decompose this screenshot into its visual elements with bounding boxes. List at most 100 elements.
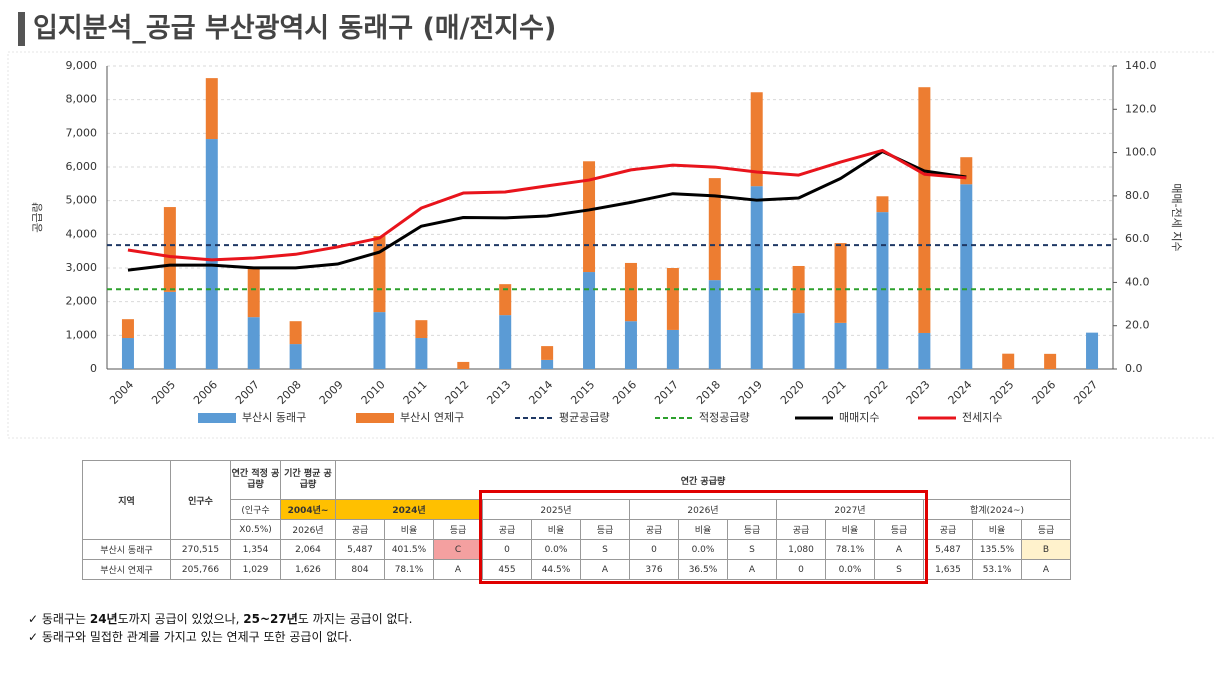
bar (1002, 353, 1015, 369)
bar (1086, 332, 1099, 369)
legend-label: 전세지수 (962, 411, 1002, 424)
bar (834, 322, 847, 369)
bar (624, 321, 637, 369)
bar (624, 262, 637, 322)
note-text: 25~27년 (243, 612, 298, 626)
x-tick-label: 2027 (1071, 378, 1100, 407)
bar (373, 312, 386, 369)
x-tick-label: 2007 (233, 378, 262, 407)
y2-tick-label: 60.0 (1125, 232, 1150, 245)
x-tick-label: 2023 (904, 378, 933, 407)
table-row: 지역 인구수 연간 적정 공급량 기간 평균 공급량 연간 공급량 (82, 460, 1071, 540)
table-cell: A (1021, 559, 1071, 580)
chart-frame (7, 51, 1216, 439)
y2-tick-label: 0.0 (1125, 362, 1143, 375)
y-tick-label: 5,000 (66, 194, 98, 207)
page-title: 입지분석_공급 부산광역시 동래구 (매/전지수) (18, 12, 556, 46)
legend-item: 적정공급량 (655, 411, 750, 424)
bar (541, 346, 554, 360)
x-tick-label: 2011 (401, 378, 430, 407)
header-cell: 기간 평균 공급량 (280, 460, 336, 500)
table-cell: 804 (335, 559, 385, 580)
note-text: 도까지 공급이 있었으나, (117, 612, 244, 626)
bar (666, 268, 679, 330)
header-cell: 등급 (433, 519, 483, 540)
legend-item: 매매지수 (795, 411, 879, 424)
table-cell: 78.1% (384, 559, 434, 580)
legend-label: 평균공급량 (559, 411, 610, 424)
header-cell: 비율 (384, 519, 434, 540)
table-cell: A (433, 559, 483, 580)
bar (792, 265, 805, 314)
y2-tick-label: 140.0 (1125, 59, 1157, 72)
table-cell: 376 (629, 559, 679, 580)
y-tick-label: 9,000 (66, 59, 98, 72)
table-cell: 53.1% (972, 559, 1022, 580)
bar (876, 212, 889, 369)
bar (499, 315, 512, 369)
x-tick-label: 2014 (526, 378, 555, 407)
bar (918, 87, 931, 333)
header-cell: 공급 (923, 519, 973, 540)
header-cell: 연간 공급량 (335, 460, 1071, 500)
y-tick-label: 2,000 (66, 295, 98, 308)
table-cell: S (874, 559, 924, 580)
bar (121, 338, 134, 369)
x-tick-label: 2018 (694, 378, 723, 407)
table-cell: 401.5% (384, 539, 434, 560)
y-tick-label: 1,000 (66, 328, 98, 341)
legend-swatch (356, 413, 394, 423)
table-cell: 5,487 (335, 539, 385, 560)
header-cell: 지역 (82, 460, 171, 540)
x-tick-label: 2016 (610, 378, 639, 407)
legend-item: 부산시 동래구 (198, 411, 306, 424)
header-cell: 2004년~ (280, 499, 336, 520)
index-line (127, 148, 967, 262)
bar (205, 78, 218, 140)
table-cell: 1,626 (280, 559, 336, 580)
bar (289, 344, 302, 369)
bar (247, 268, 260, 318)
note-text: 동래구는 (41, 612, 90, 626)
x-tick-label: 2009 (317, 378, 346, 407)
bar (247, 317, 260, 369)
header-cell: 비율 (972, 519, 1022, 540)
bar (960, 157, 973, 185)
y2-tick-label: 100.0 (1125, 146, 1157, 159)
bar (415, 320, 428, 339)
legend-label: 부산시 연제구 (400, 411, 464, 424)
bar (876, 196, 889, 213)
bar (373, 236, 386, 313)
bar (205, 139, 218, 369)
table-cell: 1,635 (923, 559, 973, 580)
bar (792, 313, 805, 369)
x-tick-label: 2006 (191, 378, 220, 407)
chart: 0 1,000 2,000 3,000 4,000 5,000 6,000 7,000 8,00… (7, 51, 1216, 439)
table-cell: 0.0% (825, 559, 875, 580)
bar (163, 291, 176, 369)
table-cell: C (433, 539, 483, 560)
table-cell: 1,029 (230, 559, 281, 580)
y2-tick-label: 20.0 (1125, 319, 1150, 332)
x-tick-label: 2015 (568, 378, 597, 407)
note-text: 24년 (89, 612, 118, 626)
table-row: (인구수 2004년~ 2024년 2025년 2026년 2027년 합계(2024~) (83, 499, 1071, 520)
bar (163, 207, 176, 292)
bar (541, 359, 554, 369)
legend-label: 매매지수 (839, 411, 879, 424)
table-cell: 부산시 연제구 (82, 559, 171, 580)
header-cell: 연간 적정 공급량 (230, 460, 281, 500)
table-cell: 205,766 (170, 559, 231, 580)
header-cell: 2024년 (335, 499, 483, 520)
legend-label: 부산시 동래구 (242, 411, 306, 424)
table-cell: 135.5% (972, 539, 1022, 560)
x-tick-label: 2008 (275, 378, 304, 407)
bar (750, 186, 763, 369)
y2-tick-label: 40.0 (1125, 275, 1150, 288)
x-tick-label: 2024 (946, 378, 975, 407)
x-tick-label: 2020 (778, 378, 807, 407)
y-tick-label: 7,000 (66, 126, 98, 139)
table-cell: 270,515 (170, 539, 231, 560)
header-cell: 등급 (1021, 519, 1071, 540)
header-cell: (인구수 (230, 499, 281, 520)
